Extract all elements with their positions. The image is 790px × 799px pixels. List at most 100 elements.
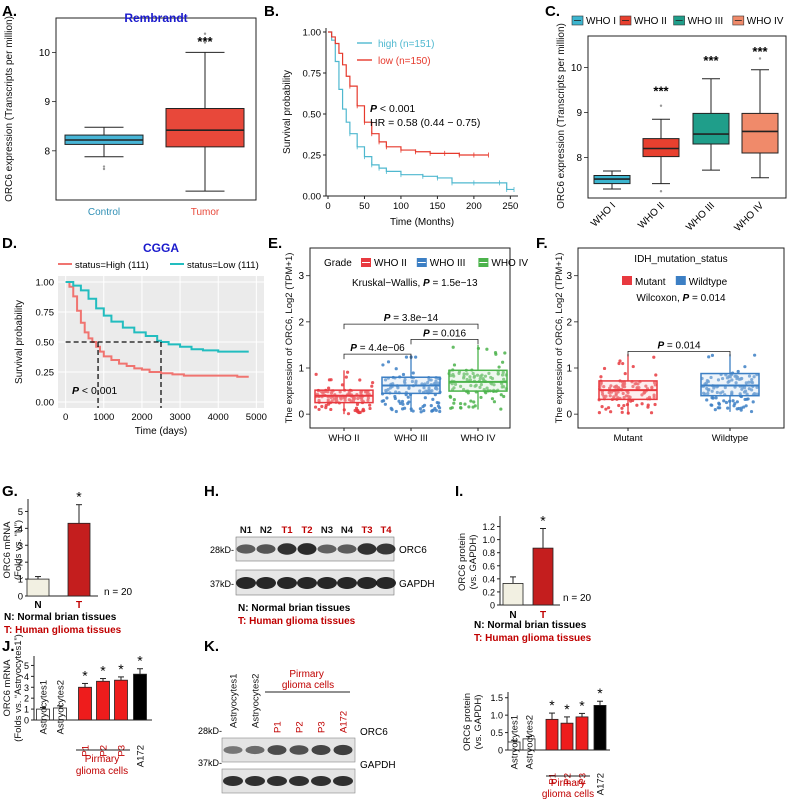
panel-l-significance: * (564, 701, 570, 717)
panel-g-ytick-label: 3 (18, 541, 23, 552)
panel-j-ytick-label: 3 (24, 683, 29, 693)
panel-f-legend-label: Mutant (635, 277, 666, 288)
panel-f-point (620, 406, 624, 410)
panel-j-significance: * (118, 661, 124, 677)
panel-f-point (732, 404, 736, 408)
panel-b-xtick-label: 250 (502, 201, 518, 212)
panel-l-xtick-label: A172 (596, 773, 607, 795)
panel-l-ytick-label: 1.5 (490, 693, 503, 703)
panel-e-point (484, 391, 488, 395)
panel-f-xtick-label: Wildtype (712, 433, 748, 444)
blot-h-lane-label: N1 (240, 525, 253, 536)
panel-d-xtick-label: 4000 (208, 412, 229, 423)
panel-j-ytick-label: 4 (24, 672, 29, 682)
panel-f-point (710, 389, 714, 393)
panel-e-point (349, 399, 353, 403)
panel-f-point (620, 410, 624, 414)
blot-h-lane-label: T4 (380, 525, 392, 536)
blot-h-orc6-band (357, 543, 377, 555)
panel-f-point (634, 381, 638, 386)
panel-e-point (489, 375, 493, 380)
panel-d-pvalue: P < 0.001 (72, 385, 117, 397)
blot-h-bands (236, 543, 396, 589)
panel-e-point (496, 371, 500, 376)
panel-d-ylabel: Survival probability (14, 300, 25, 384)
panel-e-point (324, 403, 328, 408)
panel-f-point (715, 390, 719, 395)
panel-d-series-high (65, 281, 249, 378)
panel-f-point (635, 403, 639, 407)
panel-a-ytick-label: 10 (39, 48, 51, 59)
panel-e-point (407, 400, 411, 404)
panel-e-point (381, 363, 385, 367)
panel-j-significance: * (137, 653, 143, 669)
panel-f-point (752, 375, 756, 379)
panel-e-point (471, 405, 475, 409)
panel-d-legend-label: status=Low (111) (187, 260, 259, 271)
panel-e-point (434, 379, 438, 383)
panel-g-ytick-label: 0 (18, 592, 23, 603)
panel-g-bar-chart: 0 1 2 3 4 5 * ORC6 mRNA (Folds vs. “N”) N Tn = 20 N… (2, 489, 133, 636)
blot-k-gapdh-band (289, 776, 309, 786)
panel-e-point (452, 386, 456, 390)
panel-f-point (755, 392, 759, 396)
panel-a-box-chart: Rembrandt 8 9 10 ORC6 expression (Transcript… (4, 11, 257, 218)
panel-c-xtick-label: WHO II (636, 200, 667, 231)
panel-e-point (401, 372, 406, 377)
panel-i-ytick-label: 0.4 (482, 574, 495, 584)
panel-f-point (723, 385, 727, 390)
blot-k-gapdh-band (245, 776, 265, 786)
panel-g-ytick-label: 2 (18, 558, 23, 569)
panel-j-ytick-label: 2 (24, 694, 29, 704)
blot-k-size-top: 28kD- (198, 726, 222, 736)
panel-f-point (744, 389, 748, 393)
panel-f-point (726, 406, 730, 410)
panel-f-point (742, 405, 746, 409)
panel-l-bar (545, 718, 559, 751)
blot-h-label-bottom: GAPDH (399, 579, 435, 590)
blot-h-gapdh-band (317, 577, 337, 589)
panel-g-ytick-label: 1 (18, 575, 23, 586)
panel-e-point (468, 375, 472, 379)
panel-j-xtick-label: A172 (136, 745, 147, 767)
panel-e-point (501, 360, 505, 364)
panel-d-ytick-label: 0.00 (36, 398, 55, 409)
panel-e-point (429, 378, 433, 382)
panel-j-ytick-label: 5 (24, 661, 29, 671)
panel-a-tumor-box (165, 108, 245, 148)
panel-g-bar (67, 522, 91, 597)
panel-e-legend-label: WHO II (374, 258, 407, 269)
blot-k-label-bottom: GAPDH (360, 760, 396, 771)
panel-f-point (650, 386, 654, 390)
blot-h-gapdh-band (376, 577, 396, 589)
panel-f-point (703, 392, 707, 396)
blot-k-lane-labels: Astryocytes1 Astryocytes2 P1 P2 P3 A172 (229, 674, 350, 733)
panel-f-legend-title: IDH_mutation_status (634, 254, 727, 265)
panel-e-point (485, 386, 489, 390)
panel-d-ytick-label: 0.50 (36, 338, 55, 349)
panel-f-point (713, 408, 717, 412)
blot-h-size-bottom: 37kD- (210, 579, 234, 589)
panel-e-point (414, 381, 418, 385)
panel-b-legend-label: low (n=150) (378, 56, 431, 67)
panel-l-bar (560, 722, 574, 751)
panel-e-point (462, 372, 466, 376)
panel-e-point (381, 399, 386, 403)
blot-k-gapdh-membrane (221, 768, 356, 794)
panel-j-xtick-label: P2 (99, 745, 110, 757)
panel-e-point (386, 388, 390, 392)
panel-l-xtick-label: Astryocytes2 (525, 715, 536, 769)
panel-g-ylabel-line1: ORC6 mRNA (2, 521, 13, 579)
panel-b-ylabel: Survival probability (282, 70, 293, 154)
panel-f-ytick-label: 2 (566, 317, 572, 328)
panel-f-point (642, 391, 646, 395)
panel-e-point (473, 384, 477, 388)
panel-c-box-4-box (741, 112, 779, 154)
panel-f-point (602, 384, 606, 389)
panel-e-ytick-label: 2 (298, 317, 304, 328)
blot-k-lane-label: Astryocytes1 (229, 674, 240, 728)
panel-l-ytick-label: 0 (498, 746, 503, 756)
panel-j-bar (114, 679, 128, 721)
panel-i-ylabel-line1: ORC6 protein (457, 533, 468, 591)
panel-f-point (601, 392, 605, 396)
